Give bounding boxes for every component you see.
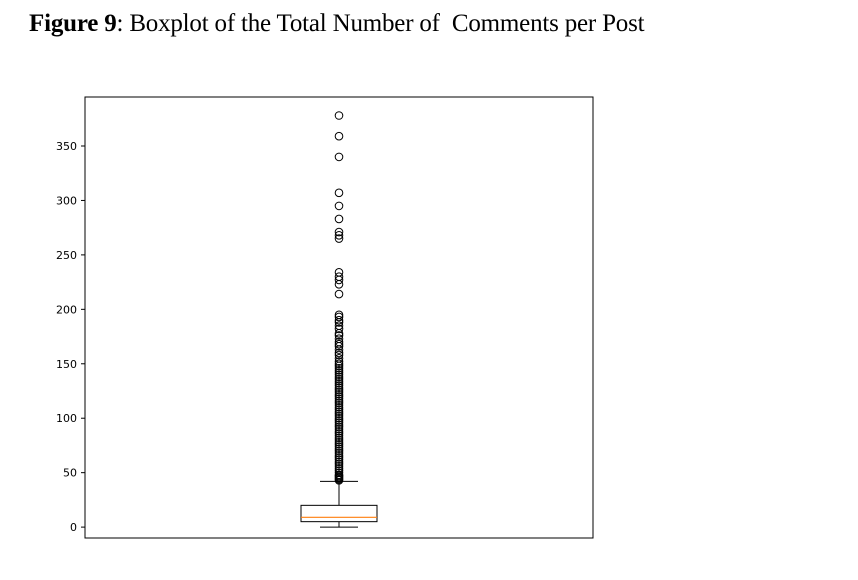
iqr-box bbox=[300, 504, 378, 523]
outlier-point bbox=[334, 363, 344, 373]
outlier-point bbox=[334, 437, 344, 447]
outlier-point bbox=[334, 188, 344, 198]
outlier-point bbox=[334, 466, 344, 475]
outlier-point bbox=[334, 461, 344, 471]
y-tick-label: 100 bbox=[56, 412, 77, 425]
outlier-point bbox=[334, 400, 344, 410]
y-tick-label: 250 bbox=[56, 249, 77, 262]
outlier-point bbox=[334, 387, 344, 397]
outlier-point bbox=[334, 131, 344, 141]
outlier-point bbox=[334, 111, 344, 120]
outlier-point bbox=[334, 368, 344, 377]
y-tick-label: 300 bbox=[56, 194, 77, 207]
outlier-point bbox=[334, 214, 344, 224]
outlier-point bbox=[334, 268, 344, 277]
outlier-point bbox=[334, 201, 344, 211]
outlier-point bbox=[334, 376, 344, 386]
outlier-point bbox=[334, 315, 344, 325]
outlier-point bbox=[334, 459, 344, 469]
plot-frame bbox=[84, 96, 594, 539]
outlier-point bbox=[334, 385, 344, 395]
outlier-point bbox=[334, 457, 344, 467]
y-tick-label: 0 bbox=[70, 521, 77, 534]
outlier-point bbox=[334, 448, 344, 458]
outlier-group bbox=[334, 111, 344, 485]
outlier-point bbox=[334, 455, 344, 464]
outlier-point bbox=[334, 366, 344, 375]
outlier-point bbox=[334, 411, 344, 421]
outlier-point bbox=[334, 433, 344, 443]
y-tick-label: 350 bbox=[56, 140, 77, 153]
outlier-point bbox=[334, 389, 344, 399]
outlier-point bbox=[334, 418, 344, 427]
outlier-point bbox=[334, 272, 344, 281]
outlier-point bbox=[334, 227, 344, 237]
outlier-point bbox=[334, 426, 344, 436]
outlier-point bbox=[334, 392, 344, 401]
outlier-point bbox=[334, 435, 344, 445]
outlier-point bbox=[334, 234, 344, 243]
outlier-point bbox=[334, 407, 344, 416]
outlier-point bbox=[334, 450, 344, 460]
outlier-point bbox=[334, 230, 344, 240]
outlier-point bbox=[334, 379, 344, 388]
outlier-point bbox=[334, 357, 344, 366]
outlier-point bbox=[334, 468, 344, 477]
outlier-point bbox=[334, 442, 344, 451]
outlier-point bbox=[334, 331, 344, 340]
outlier-point bbox=[334, 420, 344, 430]
outlier-point bbox=[334, 372, 344, 382]
outlier-point bbox=[334, 339, 344, 349]
outlier-point bbox=[334, 470, 344, 480]
outlier-point bbox=[334, 289, 344, 299]
outlier-point bbox=[334, 394, 344, 403]
caption-separator: : bbox=[116, 10, 130, 37]
outlier-point bbox=[334, 321, 344, 330]
outlier-point bbox=[334, 337, 344, 347]
outlier-point bbox=[334, 413, 344, 423]
outlier-point bbox=[334, 152, 344, 162]
outlier-point bbox=[334, 424, 344, 434]
outlier-point bbox=[334, 396, 344, 406]
outlier-point bbox=[334, 383, 344, 393]
outlier-point bbox=[334, 374, 344, 384]
outlier-point bbox=[334, 409, 344, 419]
outlier-point bbox=[334, 310, 344, 320]
outlier-point bbox=[334, 350, 344, 360]
outlier-point bbox=[334, 416, 344, 425]
y-tick-label: 200 bbox=[56, 303, 77, 316]
outlier-point bbox=[334, 446, 344, 456]
outlier-point bbox=[334, 354, 344, 363]
y-tick-label: 150 bbox=[56, 358, 77, 371]
outlier-point bbox=[334, 334, 344, 344]
outlier-point bbox=[334, 431, 344, 440]
figure-number: Figure 9 bbox=[29, 10, 117, 37]
outlier-point bbox=[334, 444, 344, 454]
figure-title: Boxplot of the Total Number of Comments … bbox=[129, 10, 645, 37]
outlier-point bbox=[334, 429, 344, 438]
y-tick-label: 50 bbox=[63, 467, 77, 480]
outlier-point bbox=[334, 359, 344, 369]
outlier-point bbox=[334, 453, 344, 462]
outlier-point bbox=[334, 398, 344, 408]
outlier-point bbox=[334, 312, 344, 322]
outlier-point bbox=[334, 422, 344, 432]
box-group bbox=[300, 480, 378, 528]
outlier-point bbox=[334, 324, 344, 334]
figure-caption: Figure 9: Boxplot of the Total Number of… bbox=[29, 10, 645, 38]
outlier-point bbox=[334, 403, 344, 412]
outlier-point bbox=[334, 440, 344, 449]
outlier-point bbox=[334, 464, 344, 473]
outlier-point bbox=[334, 279, 344, 289]
y-axis: 0 50 100 150 200 250 300 350 bbox=[56, 140, 85, 534]
outlier-point bbox=[334, 381, 344, 390]
outlier-point bbox=[334, 348, 344, 358]
outlier-point bbox=[334, 405, 344, 414]
outlier-point bbox=[334, 370, 344, 379]
